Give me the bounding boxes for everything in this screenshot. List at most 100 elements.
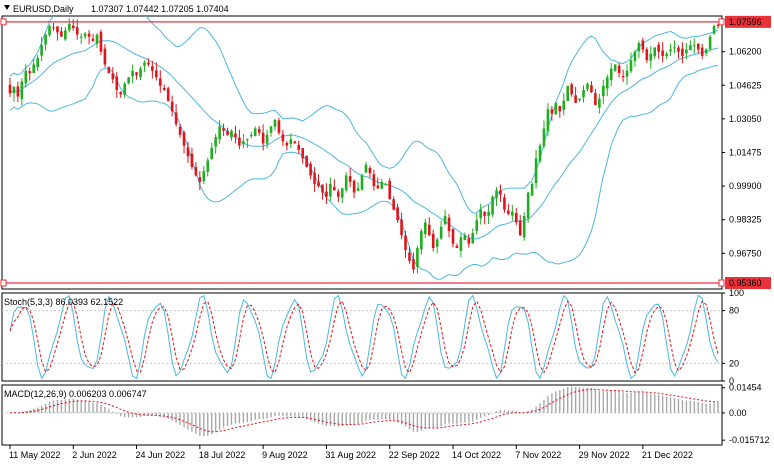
candle-body [424, 222, 427, 234]
candle-body [427, 224, 431, 236]
candle-body [309, 163, 312, 176]
x-tick-label: 14 Oct 2022 [452, 450, 501, 460]
candle-body [487, 211, 490, 217]
candles [8, 18, 720, 274]
price-panel[interactable]: 1.07596 0.95360 1.06200 1.04625 1.03050 1.014… [0, 2, 771, 290]
candle-body [305, 156, 308, 167]
candle-body [708, 36, 712, 50]
x-tick-label: 7 Nov 2022 [515, 450, 561, 460]
candle-body [443, 216, 447, 225]
candle-body [234, 133, 237, 138]
candle-body [649, 53, 653, 61]
candle-body [24, 70, 28, 84]
candle-body [514, 213, 518, 223]
candle-body [119, 92, 123, 95]
symbol-label: EURUSD,Daily [13, 4, 74, 14]
candle-body [582, 90, 585, 98]
collapse-triangle-icon[interactable] [4, 5, 10, 10]
candle-body [99, 31, 103, 52]
candle-body [550, 109, 554, 114]
candle-body [609, 68, 613, 81]
candle-body [170, 101, 174, 112]
candle-body [645, 49, 649, 61]
candle-body [249, 134, 253, 137]
candle-body [285, 142, 289, 146]
candle-body [590, 85, 593, 93]
candle-body [162, 88, 166, 91]
candle-body [107, 66, 111, 73]
candle-body [507, 210, 510, 214]
candle-body [657, 44, 660, 52]
y-tick-label: 1.04625 [729, 80, 762, 90]
candle-body [44, 34, 47, 45]
candle-body [637, 43, 641, 52]
macd-panel[interactable]: 0.01454 0.00 -0.015712 [1, 383, 770, 446]
candle-body [491, 196, 494, 215]
candle-body [479, 209, 482, 219]
candle-body [558, 106, 562, 112]
candle-body [95, 34, 99, 44]
horizontal-line-handle [0, 279, 7, 287]
candle-body [289, 139, 293, 145]
candle-body [629, 60, 633, 72]
candle-body [257, 128, 261, 133]
candle-body [451, 228, 455, 244]
candle-body [467, 238, 471, 244]
candle-body [329, 183, 332, 197]
candle-body [174, 112, 178, 125]
candle-body [277, 120, 281, 133]
x-tick-label: 24 Jun 2022 [136, 450, 186, 460]
candle-body [111, 73, 115, 80]
candle-body [566, 85, 570, 102]
y-tick-label: 0.01454 [729, 383, 762, 393]
candle-body [554, 102, 558, 115]
candle-body [147, 62, 150, 65]
x-tick-label: 18 Jul 2022 [199, 450, 246, 460]
candle-body [689, 45, 692, 51]
bollinger-upper-line [9, 16, 719, 214]
y-tick-label: 80 [729, 306, 739, 316]
candle-body [530, 183, 534, 196]
stochastic-panel[interactable]: 100 80 20 0 [1, 288, 744, 386]
candle-body [333, 187, 336, 191]
macd-signal-line [9, 388, 718, 433]
candle-body [12, 86, 16, 94]
stochastic-main-line [9, 294, 719, 380]
candle-body [408, 252, 411, 261]
candle-body [265, 134, 269, 144]
bollinger-lower-line [9, 65, 719, 280]
candle-body [68, 23, 71, 31]
candle-body [704, 49, 708, 54]
candle-body [463, 235, 467, 241]
candle-body [459, 237, 463, 251]
candle-body [135, 72, 138, 76]
candle-body [218, 126, 221, 140]
horizontal-line-handle [718, 279, 725, 287]
horizontal-line-handle [718, 18, 725, 26]
candle-body [661, 50, 664, 56]
price-tag-label: 0.95360 [729, 278, 762, 288]
candle-body [139, 68, 142, 78]
candle-body [297, 144, 301, 150]
candle-body [190, 153, 194, 167]
candle-body [546, 109, 550, 131]
candle-body [158, 78, 162, 86]
candle-body [178, 126, 182, 135]
bollinger-middle-line [9, 40, 719, 240]
x-tick-label: 11 May 2022 [9, 450, 60, 460]
candle-body [313, 172, 316, 184]
candle-body [380, 181, 384, 189]
candle-body [123, 83, 126, 95]
candle-body [210, 147, 214, 159]
candle-body [356, 188, 360, 192]
candle-body [83, 33, 87, 37]
candle-body [261, 132, 265, 144]
candle-body [336, 191, 340, 197]
candle-body [602, 85, 605, 97]
candle-body [202, 171, 206, 182]
candle-body [348, 176, 352, 182]
y-tick-label: 0.96750 [729, 248, 762, 258]
candle-body [641, 40, 645, 50]
candle-body [625, 70, 629, 77]
